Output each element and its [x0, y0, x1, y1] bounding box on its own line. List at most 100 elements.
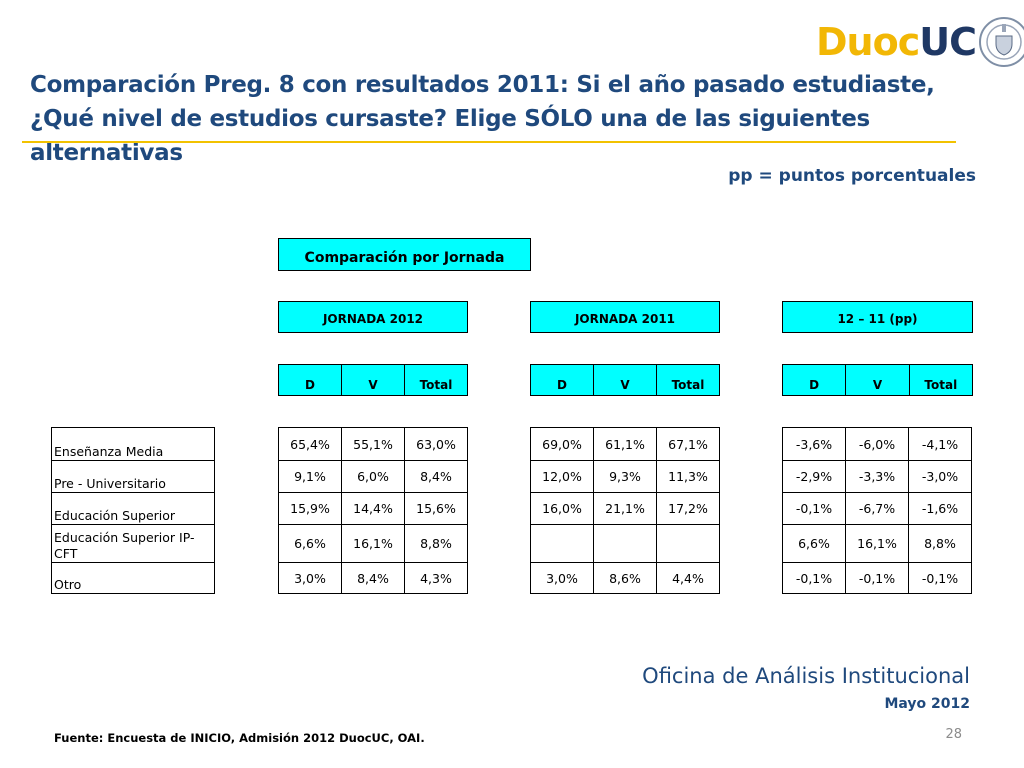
col-d: D: [279, 365, 342, 395]
cell: 55,1%: [341, 427, 405, 461]
cell: 6,6%: [782, 524, 846, 563]
cell: -3,3%: [845, 460, 909, 493]
title-line-2: ¿Qué nivel de estudios cursaste? Elige S…: [30, 106, 870, 166]
cell: -4,1%: [908, 427, 972, 461]
title-underline: [22, 141, 956, 143]
cell: 69,0%: [530, 427, 594, 461]
row-label: Enseñanza Media: [51, 427, 215, 461]
col-total: Total: [419, 378, 453, 392]
col-v: V: [594, 365, 657, 395]
cell: 63,0%: [404, 427, 468, 461]
cell: [530, 524, 594, 563]
table-row: -0,1% -6,7% -1,6%: [782, 492, 972, 525]
table-row: 69,0% 61,1% 67,1%: [530, 427, 720, 461]
cell: -0,1%: [908, 562, 972, 594]
cell: -0,1%: [782, 562, 846, 594]
values-diff-table: -3,6% -6,0% -4,1% -2,9% -3,3% -3,0% -0,1% -6,…: [782, 427, 972, 594]
table-row: Enseñanza Media: [51, 427, 215, 461]
cell: 6,0%: [341, 460, 405, 493]
group-header-2012: JORNADA 2012: [278, 301, 468, 333]
cell: 9,3%: [593, 460, 657, 493]
university-seal-icon: [979, 17, 1024, 67]
cell: -3,0%: [908, 460, 972, 493]
row-label: Educación Superior IP- CFT: [51, 524, 215, 563]
cell: 12,0%: [530, 460, 594, 493]
table-row: 3,0% 8,4% 4,3%: [278, 562, 468, 594]
duocuc-logo: DuocUC: [816, 16, 1024, 72]
table-row: 3,0% 8,6% 4,4%: [530, 562, 720, 594]
footer-office: Oficina de Análisis Institucional: [642, 664, 970, 688]
cell: -0,1%: [845, 562, 909, 594]
table-row: Educación Superior IP- CFT: [51, 524, 215, 563]
pp-note: pp = puntos porcentuales: [728, 166, 976, 186]
group-header-diff: 12 – 11 (pp): [782, 301, 973, 333]
row-label: Otro: [51, 562, 215, 594]
page-number: 28: [945, 727, 962, 742]
cell: -1,6%: [908, 492, 972, 525]
source-note: Fuente: Encuesta de INICIO, Admisión 201…: [54, 731, 425, 745]
cell: -6,7%: [845, 492, 909, 525]
cell: 8,6%: [593, 562, 657, 594]
subheader-2011: D V Total: [530, 364, 720, 396]
cell: 17,2%: [656, 492, 720, 525]
row-labels-table: Enseñanza Media Pre - Universitario Educ…: [51, 427, 215, 594]
footer-date: Mayo 2012: [884, 696, 970, 712]
col-d: D: [531, 365, 594, 395]
cell: 9,1%: [278, 460, 342, 493]
values-2011-table: 69,0% 61,1% 67,1% 12,0% 9,3% 11,3% 16,0% 21,1…: [530, 427, 720, 594]
table-row: 6,6% 16,1% 8,8%: [278, 524, 468, 563]
table-row: [530, 524, 720, 563]
cell: 8,8%: [908, 524, 972, 563]
cell: -3,6%: [782, 427, 846, 461]
cell: 4,3%: [404, 562, 468, 594]
table-row: 15,9% 14,4% 15,6%: [278, 492, 468, 525]
cell: 15,6%: [404, 492, 468, 525]
cell: [593, 524, 657, 563]
cell: [656, 524, 720, 563]
cell: 8,4%: [341, 562, 405, 594]
cell: 16,1%: [845, 524, 909, 563]
slide-title: Comparación Preg. 8 con resultados 2011:…: [30, 68, 980, 170]
cell: 6,6%: [278, 524, 342, 563]
cell: 61,1%: [593, 427, 657, 461]
cell: 67,1%: [656, 427, 720, 461]
cell: 21,1%: [593, 492, 657, 525]
cell: 3,0%: [530, 562, 594, 594]
cell: 4,4%: [656, 562, 720, 594]
row-label: Educación Superior: [51, 492, 215, 525]
col-d: D: [783, 365, 847, 395]
table-row: 65,4% 55,1% 63,0%: [278, 427, 468, 461]
subheader-diff: D V Total: [782, 364, 973, 396]
table-row: Otro: [51, 562, 215, 594]
col-v: V: [342, 365, 405, 395]
title-line-1: Comparación Preg. 8 con resultados 2011:…: [30, 72, 935, 98]
table-row: Educación Superior: [51, 492, 215, 525]
cell: 16,1%: [341, 524, 405, 563]
table-row: 12,0% 9,3% 11,3%: [530, 460, 720, 493]
cell: 8,8%: [404, 524, 468, 563]
cell: -0,1%: [782, 492, 846, 525]
cell: 15,9%: [278, 492, 342, 525]
cell: -2,9%: [782, 460, 846, 493]
cell: 8,4%: [404, 460, 468, 493]
logo-duoc-text: Duoc: [816, 20, 920, 64]
col-total: Total: [924, 378, 958, 392]
col-total: Total: [671, 378, 705, 392]
cell: 11,3%: [656, 460, 720, 493]
table-row: -2,9% -3,3% -3,0%: [782, 460, 972, 493]
cell: 16,0%: [530, 492, 594, 525]
cell: -6,0%: [845, 427, 909, 461]
table-row: 9,1% 6,0% 8,4%: [278, 460, 468, 493]
table-row: -3,6% -6,0% -4,1%: [782, 427, 972, 461]
table-row: 6,6% 16,1% 8,8%: [782, 524, 972, 563]
values-2012-table: 65,4% 55,1% 63,0% 9,1% 6,0% 8,4% 15,9% 14,4% 1…: [278, 427, 468, 594]
group-header-2011: JORNADA 2011: [530, 301, 720, 333]
table-row: Pre - Universitario: [51, 460, 215, 493]
cell: 14,4%: [341, 492, 405, 525]
row-label: Pre - Universitario: [51, 460, 215, 493]
cell: 65,4%: [278, 427, 342, 461]
table-row: 16,0% 21,1% 17,2%: [530, 492, 720, 525]
table-row: -0,1% -0,1% -0,1%: [782, 562, 972, 594]
col-v: V: [846, 365, 910, 395]
logo-uc-text: UC: [919, 20, 977, 64]
